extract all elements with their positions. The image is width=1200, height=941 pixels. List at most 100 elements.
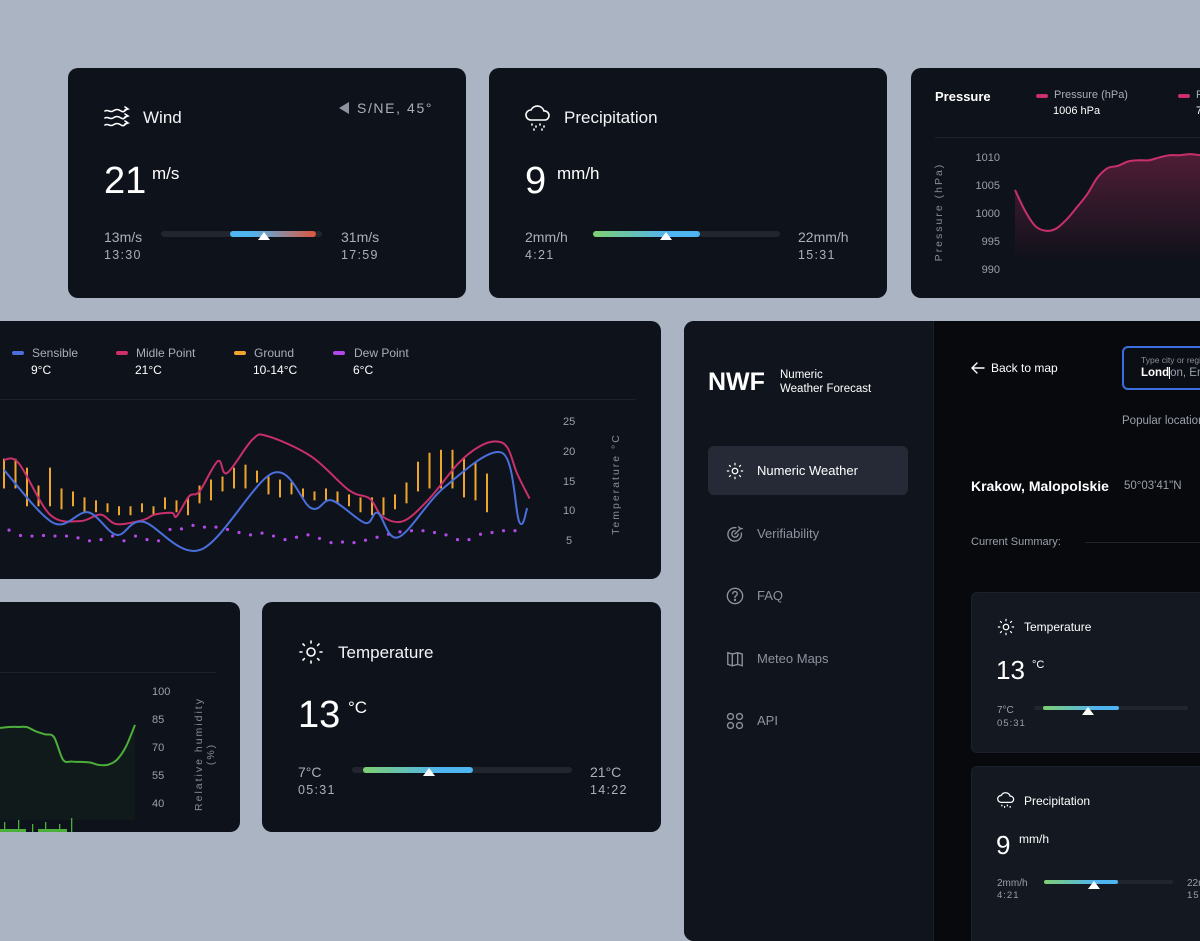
dew-point-dot [237, 530, 241, 535]
dew-point-dot [87, 539, 92, 543]
y-tick: 5 [566, 535, 573, 547]
humidity-bar [71, 818, 73, 832]
summary-card-min-time: 05:31 [997, 718, 1026, 729]
y-tick: 10 [563, 505, 576, 517]
y-tick: 25 [563, 416, 576, 428]
divider [1085, 542, 1200, 543]
legend-value-pressure: 1006 hPa [1053, 105, 1101, 117]
legend-swatch-midle-point [116, 351, 128, 355]
wind-value: 21 [104, 160, 147, 202]
summary-range-bar [1044, 880, 1173, 889]
dew-point-dot [64, 534, 69, 538]
dew-point-dot [421, 529, 425, 533]
legend-value-sensible: 9°C [31, 363, 52, 377]
wind-max: 31m/s [341, 229, 380, 245]
dew-point-dot [398, 530, 402, 534]
wind-icon [104, 106, 130, 127]
pressure-chart-title: Pressure [935, 89, 991, 104]
humidity-area [0, 724, 135, 820]
y-tick: 70 [152, 742, 165, 754]
legend-label-dew-point: Dew Point [354, 346, 409, 360]
y-tick: 85 [152, 714, 165, 726]
target-arrow-icon [727, 525, 743, 542]
sun-icon [997, 618, 1015, 636]
nav-label: Meteo Maps [757, 651, 829, 666]
sun-icon [299, 640, 323, 664]
summary-card-value: 13 [996, 655, 1025, 685]
humidity-bar [32, 824, 34, 832]
nav-item-verifiability[interactable]: Verifiability [708, 509, 908, 558]
search-label: Type city or region [1141, 355, 1200, 365]
arrow-left-icon [971, 362, 985, 374]
summary-range-bar [1034, 706, 1188, 715]
y-tick: 1005 [975, 180, 1000, 192]
nav-label: API [757, 713, 778, 728]
dew-point-dot [110, 534, 115, 538]
dew-point-dot [352, 540, 356, 545]
divider [0, 672, 216, 673]
nav-label: Verifiability [757, 526, 820, 541]
dew-point-dot [455, 538, 460, 542]
dew-point-dot [260, 531, 264, 535]
wind-min-time: 13:30 [104, 248, 142, 262]
summary-card-title: Temperature [1024, 620, 1092, 634]
dew-point-dot [306, 533, 310, 537]
cloud-rain-icon [997, 792, 1015, 808]
search-autocomplete: on, En [1169, 367, 1200, 379]
dew-point-dot [478, 532, 483, 536]
logo-subtitle: Numeric Weather Forecast [780, 368, 871, 396]
nav-item-numeric-weather[interactable]: Numeric Weather [708, 446, 908, 495]
summary-card-min-time: 4:21 [997, 890, 1020, 901]
legend-value-midle-point: 21°C [135, 363, 162, 377]
legend-swatch-sensible [12, 351, 24, 355]
legend-swatch-dew-point [333, 351, 345, 355]
dew-point-dot [444, 533, 448, 537]
temperature-max-time: 14:22 [590, 783, 628, 797]
summary-card-value: 9 [996, 830, 1011, 860]
dew-point-dot [191, 523, 195, 527]
y-tick: 15 [563, 476, 576, 488]
location-name: Krakow, Malopolskie [971, 478, 1109, 494]
dew-point-dot [41, 533, 46, 538]
search-input[interactable]: Type city or region London, En [1122, 346, 1200, 390]
y-tick: 20 [563, 446, 576, 458]
nav-item-faq[interactable]: FAQ [708, 571, 908, 620]
y-tick: 1010 [975, 152, 1000, 164]
divider [0, 399, 636, 400]
legend-label-ground: Ground [254, 346, 295, 360]
temperature-card: Temperature 13 °C 7°C 05:31 21°C 14:22 [262, 602, 661, 832]
dew-point-dot [317, 536, 322, 541]
back-label: Back to map [991, 361, 1058, 375]
range-marker [1081, 707, 1094, 715]
summary-card-title: Precipitation [1024, 794, 1091, 808]
search-typed-text: Lond [1141, 367, 1170, 379]
summary-card-unit: °C [1032, 659, 1045, 671]
nav-item-api[interactable]: API [708, 696, 908, 745]
midle-point-line [3, 433, 531, 526]
precipitation-title: Precipitation [564, 108, 658, 127]
dew-point-dot [168, 527, 172, 532]
back-to-map-link[interactable]: Back to map [971, 361, 1058, 375]
humidity-bar [38, 829, 67, 832]
dew-point-dot [340, 540, 345, 544]
dew-point-dot [179, 527, 184, 531]
popular-locations-link[interactable]: Popular locations [1122, 415, 1200, 427]
dew-point-dot [156, 539, 161, 543]
wind-direction: S/NE, 45° [357, 100, 434, 116]
wind-card: Wind S/NE, 45° 21 m/s 13m/s 13:30 31m/s … [68, 68, 466, 298]
legend-label-sensible: Sensible [32, 346, 79, 360]
cloud-rain-icon [525, 105, 550, 131]
y-tick: 40 [152, 798, 165, 810]
humidity-bar [18, 820, 20, 832]
summary-card-min: 7°C [997, 705, 1014, 716]
question-circle-icon [726, 587, 744, 604]
legend-swatch-2 [1178, 94, 1190, 98]
wind-range-bar [161, 231, 322, 240]
dew-point-dot [99, 538, 103, 542]
dew-point-dot [133, 534, 138, 538]
range-marker [423, 768, 435, 776]
precipitation-card: Precipitation 9 mm/h 2mm/h 4:21 22mm/h 1… [489, 68, 887, 298]
nav-item-meteo-maps[interactable]: Meteo Maps [708, 634, 908, 683]
pressure-chart [1014, 153, 1200, 262]
wind-unit: m/s [152, 164, 180, 183]
